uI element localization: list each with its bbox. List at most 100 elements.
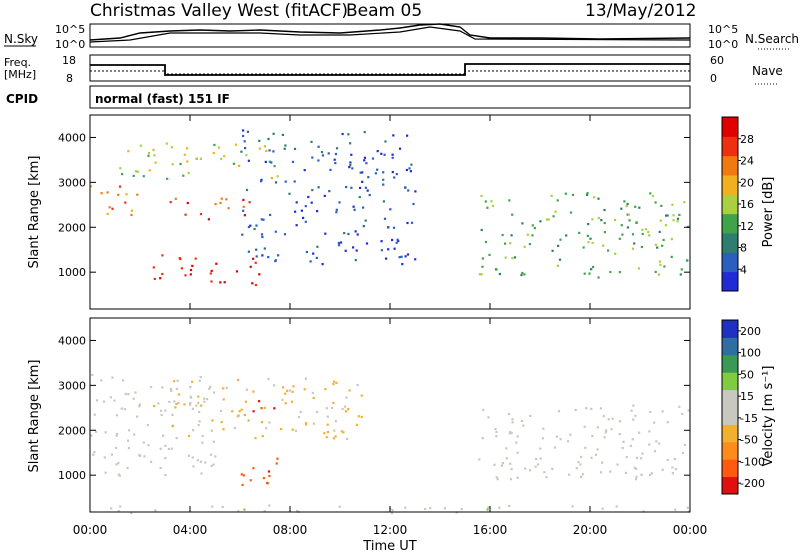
heatmap-cell — [672, 219, 675, 222]
heatmap-cell — [632, 418, 635, 421]
heatmap-cell — [523, 273, 526, 276]
heatmap-cell — [317, 159, 320, 162]
heatmap-cell — [504, 242, 507, 245]
heatmap-cell — [578, 231, 581, 234]
colorbar-segment — [722, 407, 738, 425]
heatmap-cell — [344, 249, 347, 252]
heatmap-cell — [521, 271, 524, 275]
heatmap-cell — [255, 224, 258, 227]
power-panel: 1000 2000 3000 4000 Slant Range [km] 4 8 12 16… — [27, 114, 776, 310]
heatmap-cell — [222, 398, 225, 401]
heatmap-cell — [662, 238, 665, 242]
heatmap-cell — [505, 447, 508, 450]
heatmap-cell — [589, 237, 592, 240]
heatmap-cell — [136, 170, 139, 173]
heatmap-cell — [621, 447, 624, 450]
heatmap-cell — [618, 420, 621, 423]
heatmap-cell — [363, 159, 366, 162]
heatmap-cell — [356, 383, 359, 387]
heatmap-cell — [547, 218, 550, 221]
heatmap-cell — [113, 399, 116, 402]
heatmap-cell — [658, 260, 661, 263]
heatmap-cell — [249, 224, 252, 227]
heatmap-cell — [277, 254, 280, 257]
heatmap-cell — [136, 193, 139, 196]
nave-tick-0: 0 — [710, 72, 717, 85]
heatmap-cell — [260, 233, 264, 236]
heatmap-cell — [200, 472, 203, 475]
heatmap-cell — [575, 467, 578, 470]
heatmap-cell — [276, 457, 279, 460]
heatmap-cell — [559, 238, 562, 241]
heatmap-cell — [571, 505, 574, 508]
heatmap-cell — [220, 421, 223, 424]
heatmap-cell — [111, 376, 114, 379]
heatmap-cell — [146, 423, 149, 427]
heatmap-cell — [635, 475, 638, 478]
heatmap-cell — [214, 203, 217, 206]
heatmap-cell — [590, 456, 593, 459]
heatmap-cell — [110, 453, 114, 456]
heatmap-cell — [227, 207, 230, 210]
heatmap-cell — [186, 147, 189, 150]
heatmap-cell — [214, 455, 217, 458]
heatmap-cell — [176, 379, 179, 382]
heatmap-cell — [247, 419, 250, 422]
velocity-y-axis-label: Slant Range [km] — [27, 360, 42, 473]
heatmap-cell — [243, 214, 246, 217]
heatmap-cell — [495, 476, 498, 479]
heatmap-cell — [328, 190, 331, 193]
heatmap-cell — [142, 441, 145, 444]
heatmap-cell — [117, 473, 120, 476]
heatmap-cell — [581, 473, 585, 476]
heatmap-cell — [524, 467, 527, 470]
heatmap-cell — [209, 385, 212, 388]
heatmap-cell — [510, 234, 513, 237]
heatmap-cell — [526, 233, 529, 236]
heatmap-cell — [334, 152, 337, 156]
heatmap-cell — [665, 214, 668, 217]
heatmap-cell — [346, 437, 349, 440]
heatmap-cell — [335, 147, 339, 150]
heatmap-cell — [384, 140, 387, 143]
noise-panel: N.Sky 10^5 10^0 10^5 10^0 N.Search — [4, 23, 799, 51]
heatmap-cell — [672, 214, 675, 217]
heatmap-cell — [317, 186, 320, 189]
velocity-x-axis: 00:00 04:00 08:00 12:00 16:00 20:00 00:00 — [73, 318, 707, 537]
heatmap-cell — [154, 509, 157, 512]
heatmap-cell — [212, 463, 215, 466]
heatmap-cell — [496, 478, 499, 481]
heatmap-cell — [498, 272, 501, 276]
heatmap-cell — [486, 508, 489, 511]
heatmap-cell — [115, 414, 119, 417]
heatmap-cell — [653, 450, 657, 453]
heatmap-cell — [187, 171, 190, 175]
heatmap-cell — [132, 397, 135, 400]
heatmap-cell — [93, 451, 96, 454]
heatmap-cell — [586, 192, 589, 195]
heatmap-cell — [335, 211, 338, 214]
heatmap-cell — [209, 272, 212, 275]
heatmap-cell — [258, 139, 261, 142]
heatmap-cell — [189, 402, 192, 405]
heatmap-cell — [627, 213, 630, 216]
heatmap-cell — [366, 189, 369, 192]
heatmap-cell — [115, 463, 118, 466]
heatmap-cell — [274, 181, 278, 184]
heatmap-cell — [199, 213, 203, 216]
heatmap-cell — [347, 408, 350, 411]
heatmap-cell — [161, 386, 164, 389]
noise-tick-bottom-left: 10^0 — [55, 38, 85, 51]
heatmap-cell — [382, 178, 385, 181]
power-y-axis: 1000 2000 3000 4000 — [58, 131, 690, 279]
y-tick-label: 2000 — [58, 424, 86, 437]
heatmap-cell — [603, 231, 606, 234]
heatmap-cell — [626, 202, 629, 206]
heatmap-cell — [511, 213, 514, 216]
heatmap-cell — [505, 457, 508, 460]
heatmap-cell — [342, 431, 345, 434]
heatmap-cell — [265, 149, 268, 153]
heatmap-cell — [294, 210, 297, 213]
heatmap-cell — [281, 398, 284, 401]
colorbar-tick-label: 50 — [740, 368, 754, 381]
